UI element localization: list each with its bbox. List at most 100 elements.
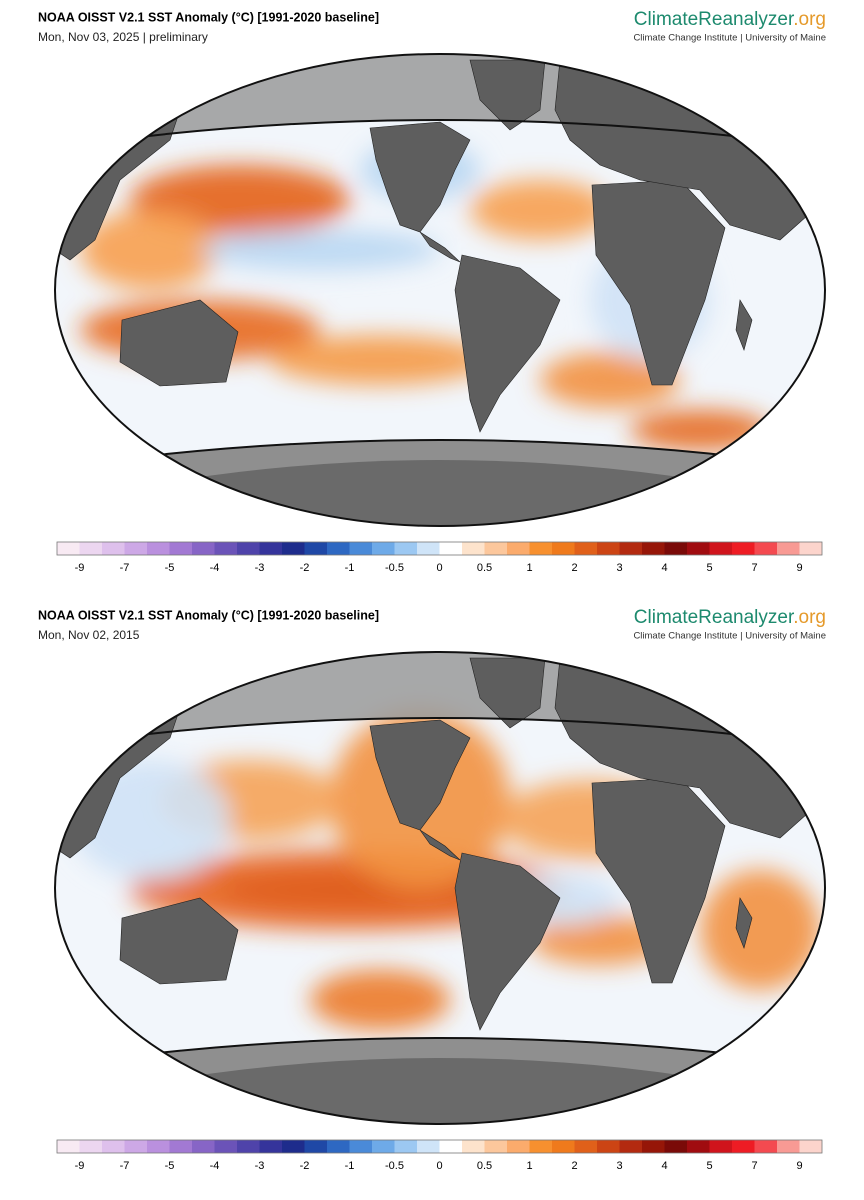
colorbar-tick-label: -0.5 (385, 562, 404, 574)
arctic-line (55, 119, 825, 151)
colorbar-swatch (709, 1140, 732, 1153)
anomaly-region (540, 352, 680, 408)
panel: NOAA OISST V2.1 SST Anomaly (°C) [1991-2… (38, 607, 826, 1172)
colorbar-tick-label: 2 (571, 562, 577, 574)
colorbar-swatch (372, 542, 395, 555)
colorbar-tick-label: -7 (120, 1160, 130, 1172)
colorbar-swatch (642, 542, 665, 555)
anomaly-region (200, 230, 440, 270)
anomaly-region (700, 870, 820, 990)
colorbar-tick-label: 4 (661, 562, 667, 574)
colorbar-swatch (687, 542, 710, 555)
colorbar-tick-label: 0.5 (477, 1160, 492, 1172)
colorbar-tick-label: -3 (255, 1160, 265, 1172)
land (369, 121, 471, 233)
colorbar-swatch (619, 1140, 642, 1153)
logo: ClimateReanalyzer.org (634, 607, 826, 628)
colorbar-swatch (147, 542, 170, 555)
logo: ClimateReanalyzer.org (634, 9, 826, 30)
colorbar-swatch (507, 1140, 530, 1153)
colorbar-swatch (57, 1140, 80, 1153)
colorbar-swatch (327, 542, 350, 555)
anomaly-region (530, 915, 670, 965)
colorbar-tick-label: 0 (436, 562, 442, 574)
colorbar-swatch (664, 542, 687, 555)
colorbar-swatch (282, 542, 305, 555)
colorbar-tick-label: -7 (120, 562, 130, 574)
colorbar-swatch (394, 542, 417, 555)
colorbar-swatch (394, 1140, 417, 1153)
logo-suffix: .org (793, 607, 826, 628)
colorbar-tick-label: -3 (255, 562, 265, 574)
colorbar-swatch (147, 1140, 170, 1153)
land (454, 852, 561, 1031)
colorbar-swatch (124, 542, 147, 555)
colorbar-swatch (597, 1140, 620, 1153)
colorbar-tick-label: 4 (661, 1160, 667, 1172)
logo-name: ClimateReanalyzer (634, 607, 795, 628)
colorbar-tick-label: -1 (345, 562, 355, 574)
colorbar-swatch (57, 542, 80, 555)
colorbar-swatch (237, 1140, 260, 1153)
colorbar-swatch (79, 542, 102, 555)
colorbar-tick-label: -1 (345, 1160, 355, 1172)
logo-suffix: .org (793, 9, 826, 30)
colorbar-swatch (102, 1140, 125, 1153)
colorbar-tick-label: 0 (436, 1160, 442, 1172)
map (55, 652, 825, 1124)
colorbar-swatch (439, 1140, 462, 1153)
colorbar-swatch (619, 542, 642, 555)
land (419, 231, 461, 263)
anomaly-region (470, 180, 610, 240)
globe-outline (54, 53, 826, 527)
colorbar-tick-label: 1 (526, 1160, 532, 1172)
map-title: NOAA OISST V2.1 SST Anomaly (°C) [1991-2… (38, 10, 379, 24)
colorbar-tick-label: -9 (75, 1160, 85, 1172)
land (591, 179, 726, 386)
colorbar-swatch (462, 542, 485, 555)
colorbar-swatch (552, 542, 575, 555)
colorbar-swatch (552, 1140, 575, 1153)
colorbar-swatch (349, 1140, 372, 1153)
land (735, 299, 753, 351)
land (119, 299, 239, 387)
colorbar-tick-label: 2 (571, 1160, 577, 1172)
land (454, 254, 561, 433)
colorbar-frame (56, 1139, 823, 1154)
colorbar-tick-label: -5 (165, 562, 175, 574)
colorbar-swatch (529, 1140, 552, 1153)
colorbar-swatch (169, 1140, 192, 1153)
arctic-line (55, 717, 825, 749)
colorbar-tick-label: 7 (751, 1160, 757, 1172)
colorbar-swatch (574, 542, 597, 555)
panel: NOAA OISST V2.1 SST Anomaly (°C) [1991-2… (38, 9, 826, 574)
colorbar-tick-label: -4 (210, 1160, 220, 1172)
map-title: NOAA OISST V2.1 SST Anomaly (°C) [1991-2… (38, 608, 379, 622)
colorbar-swatch (754, 1140, 777, 1153)
colorbar-swatch (124, 1140, 147, 1153)
colorbar-swatch (529, 542, 552, 555)
colorbar-tick-label: 5 (706, 562, 712, 574)
colorbar-frame (56, 541, 823, 556)
colorbar-tick-label: -2 (300, 1160, 310, 1172)
map-subtitle: Mon, Nov 03, 2025 | preliminary (38, 30, 208, 44)
colorbar-tick-label: -4 (210, 562, 220, 574)
colorbar-swatch (709, 542, 732, 555)
colorbar-swatch (687, 1140, 710, 1153)
colorbar-tick-label: 5 (706, 1160, 712, 1172)
colorbar-swatch (484, 1140, 507, 1153)
colorbar-tick-label: 0.5 (477, 562, 492, 574)
colorbar-swatch (237, 542, 260, 555)
globe-outline (54, 651, 826, 1125)
colorbar-swatch (304, 1140, 327, 1153)
colorbar-tick-label: -0.5 (385, 1160, 404, 1172)
colorbar-swatch (327, 1140, 350, 1153)
colorbar-swatch (169, 542, 192, 555)
anomaly-region (630, 410, 770, 450)
colorbar-swatch (507, 542, 530, 555)
map-subtitle: Mon, Nov 02, 2015 (38, 628, 140, 642)
colorbar-swatch (732, 542, 755, 555)
colorbar-swatch (732, 1140, 755, 1153)
colorbar-swatch (777, 1140, 800, 1153)
